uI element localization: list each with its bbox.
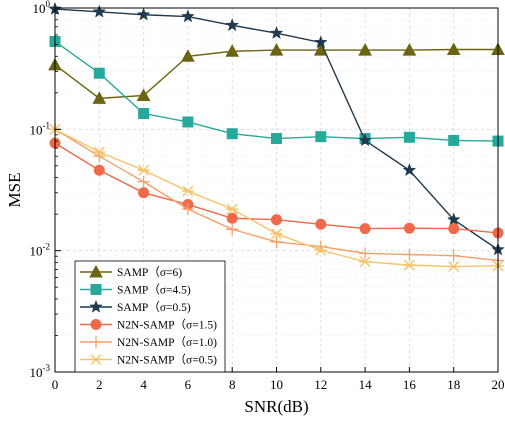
legend-marker — [90, 336, 102, 348]
legend-label: N2N-SAMP（σ=1.5) — [117, 319, 217, 332]
y-tick-label: 100 — [33, 0, 51, 16]
y-tick-label: 10-3 — [30, 363, 51, 380]
legend: SAMP（σ=6) SAMP（σ=4.5) SAMP（σ=0.5) N2N-SAMP（… — [74, 260, 226, 373]
data-point — [359, 247, 372, 260]
series-6 — [49, 123, 504, 273]
x-tick-label: 6 — [185, 377, 192, 392]
data-point — [138, 187, 150, 199]
data-point — [181, 185, 194, 197]
data-point — [138, 108, 150, 120]
x-tick-label: 4 — [140, 377, 147, 392]
x-tick-label: 20 — [492, 377, 505, 392]
legend-label: N2N-SAMP（σ=1.0) — [117, 336, 217, 349]
legend-marker — [90, 319, 102, 330]
legend-label: SAMP（σ=0.5) — [117, 301, 191, 314]
data-point — [403, 259, 416, 271]
x-tick-label: 12 — [314, 377, 327, 392]
data-point — [403, 131, 415, 143]
data-point — [313, 35, 328, 49]
data-point — [137, 175, 150, 188]
y-tick-base: 10 — [30, 244, 43, 259]
legend-item: N2N-SAMP（σ=1.5) — [80, 319, 217, 332]
legend-label: N2N-SAMP（σ=0.5) — [117, 354, 217, 367]
legend-label: SAMP（σ=6) — [117, 266, 182, 279]
data-point — [448, 223, 460, 235]
data-point — [92, 4, 107, 18]
x-tick-label: 16 — [403, 377, 417, 392]
data-point — [447, 249, 460, 262]
y-tick-label: 10-1 — [30, 120, 51, 137]
legend-item: N2N-SAMP（σ=1.0) — [80, 336, 217, 349]
y-tick-exponent: -3 — [43, 363, 51, 373]
data-point — [136, 7, 151, 21]
x-tick-label: 10 — [270, 377, 283, 392]
data-point — [358, 133, 372, 147]
legend-marker — [90, 284, 102, 295]
data-point — [226, 128, 238, 140]
legend-item: SAMP（σ=4.5) — [80, 284, 191, 297]
data-point — [403, 248, 416, 261]
data-point — [314, 244, 327, 256]
data-point — [315, 131, 327, 143]
data-point — [402, 43, 417, 56]
y-tick-label: 10-2 — [30, 242, 51, 259]
y-tick-base: 10 — [33, 1, 46, 16]
data-point — [447, 261, 460, 273]
data-point — [271, 214, 282, 226]
x-axis-label: SNR(dB) — [244, 397, 308, 416]
data-point — [270, 228, 283, 240]
data-point — [137, 164, 150, 176]
x-tick-label: 18 — [447, 377, 460, 392]
series-layer — [48, 1, 505, 273]
data-point — [225, 44, 240, 57]
data-point — [271, 133, 282, 145]
data-point — [359, 256, 372, 268]
y-tick-exponent: 0 — [46, 0, 51, 9]
data-point — [92, 91, 107, 104]
data-point — [446, 42, 461, 55]
y-tick-base: 10 — [30, 365, 43, 380]
legend-marker — [89, 299, 103, 313]
data-point — [448, 134, 460, 146]
series-4 — [49, 137, 504, 239]
x-tick-label: 14 — [359, 377, 373, 392]
y-tick-base: 10 — [30, 122, 43, 137]
x-tick-label: 8 — [229, 377, 236, 392]
data-point — [269, 25, 284, 40]
data-point — [93, 164, 105, 176]
data-point — [402, 163, 417, 177]
data-point — [182, 116, 194, 128]
y-tick-exponent: -1 — [43, 120, 51, 130]
data-point — [446, 212, 461, 226]
data-point — [181, 9, 195, 23]
data-point — [225, 18, 240, 32]
data-point — [226, 223, 239, 236]
data-point — [226, 212, 238, 224]
data-point — [269, 43, 284, 56]
legend-box — [74, 260, 226, 373]
legend-item: N2N-SAMP（σ=0.5) — [80, 354, 217, 367]
data-point — [226, 203, 239, 215]
x-tick-label: 0 — [52, 377, 59, 392]
legend-marker — [90, 354, 102, 365]
data-point — [270, 235, 283, 248]
data-point — [359, 223, 371, 235]
legend-item: SAMP（σ=0.5) — [80, 299, 191, 314]
data-point — [403, 222, 415, 234]
data-point — [136, 88, 151, 102]
data-point — [93, 67, 105, 79]
data-point — [358, 43, 372, 56]
data-point — [315, 218, 327, 230]
y-tick-exponent: -2 — [43, 242, 51, 252]
data-point — [181, 49, 195, 62]
legend-marker — [89, 264, 103, 278]
x-tick-label: 2 — [96, 377, 103, 392]
y-axis-label: MSE — [5, 173, 24, 208]
data-point — [93, 146, 106, 158]
legend-label: SAMP（σ=4.5) — [117, 284, 191, 297]
legend-item: SAMP（σ=6) — [80, 264, 182, 279]
data-point — [181, 203, 194, 216]
